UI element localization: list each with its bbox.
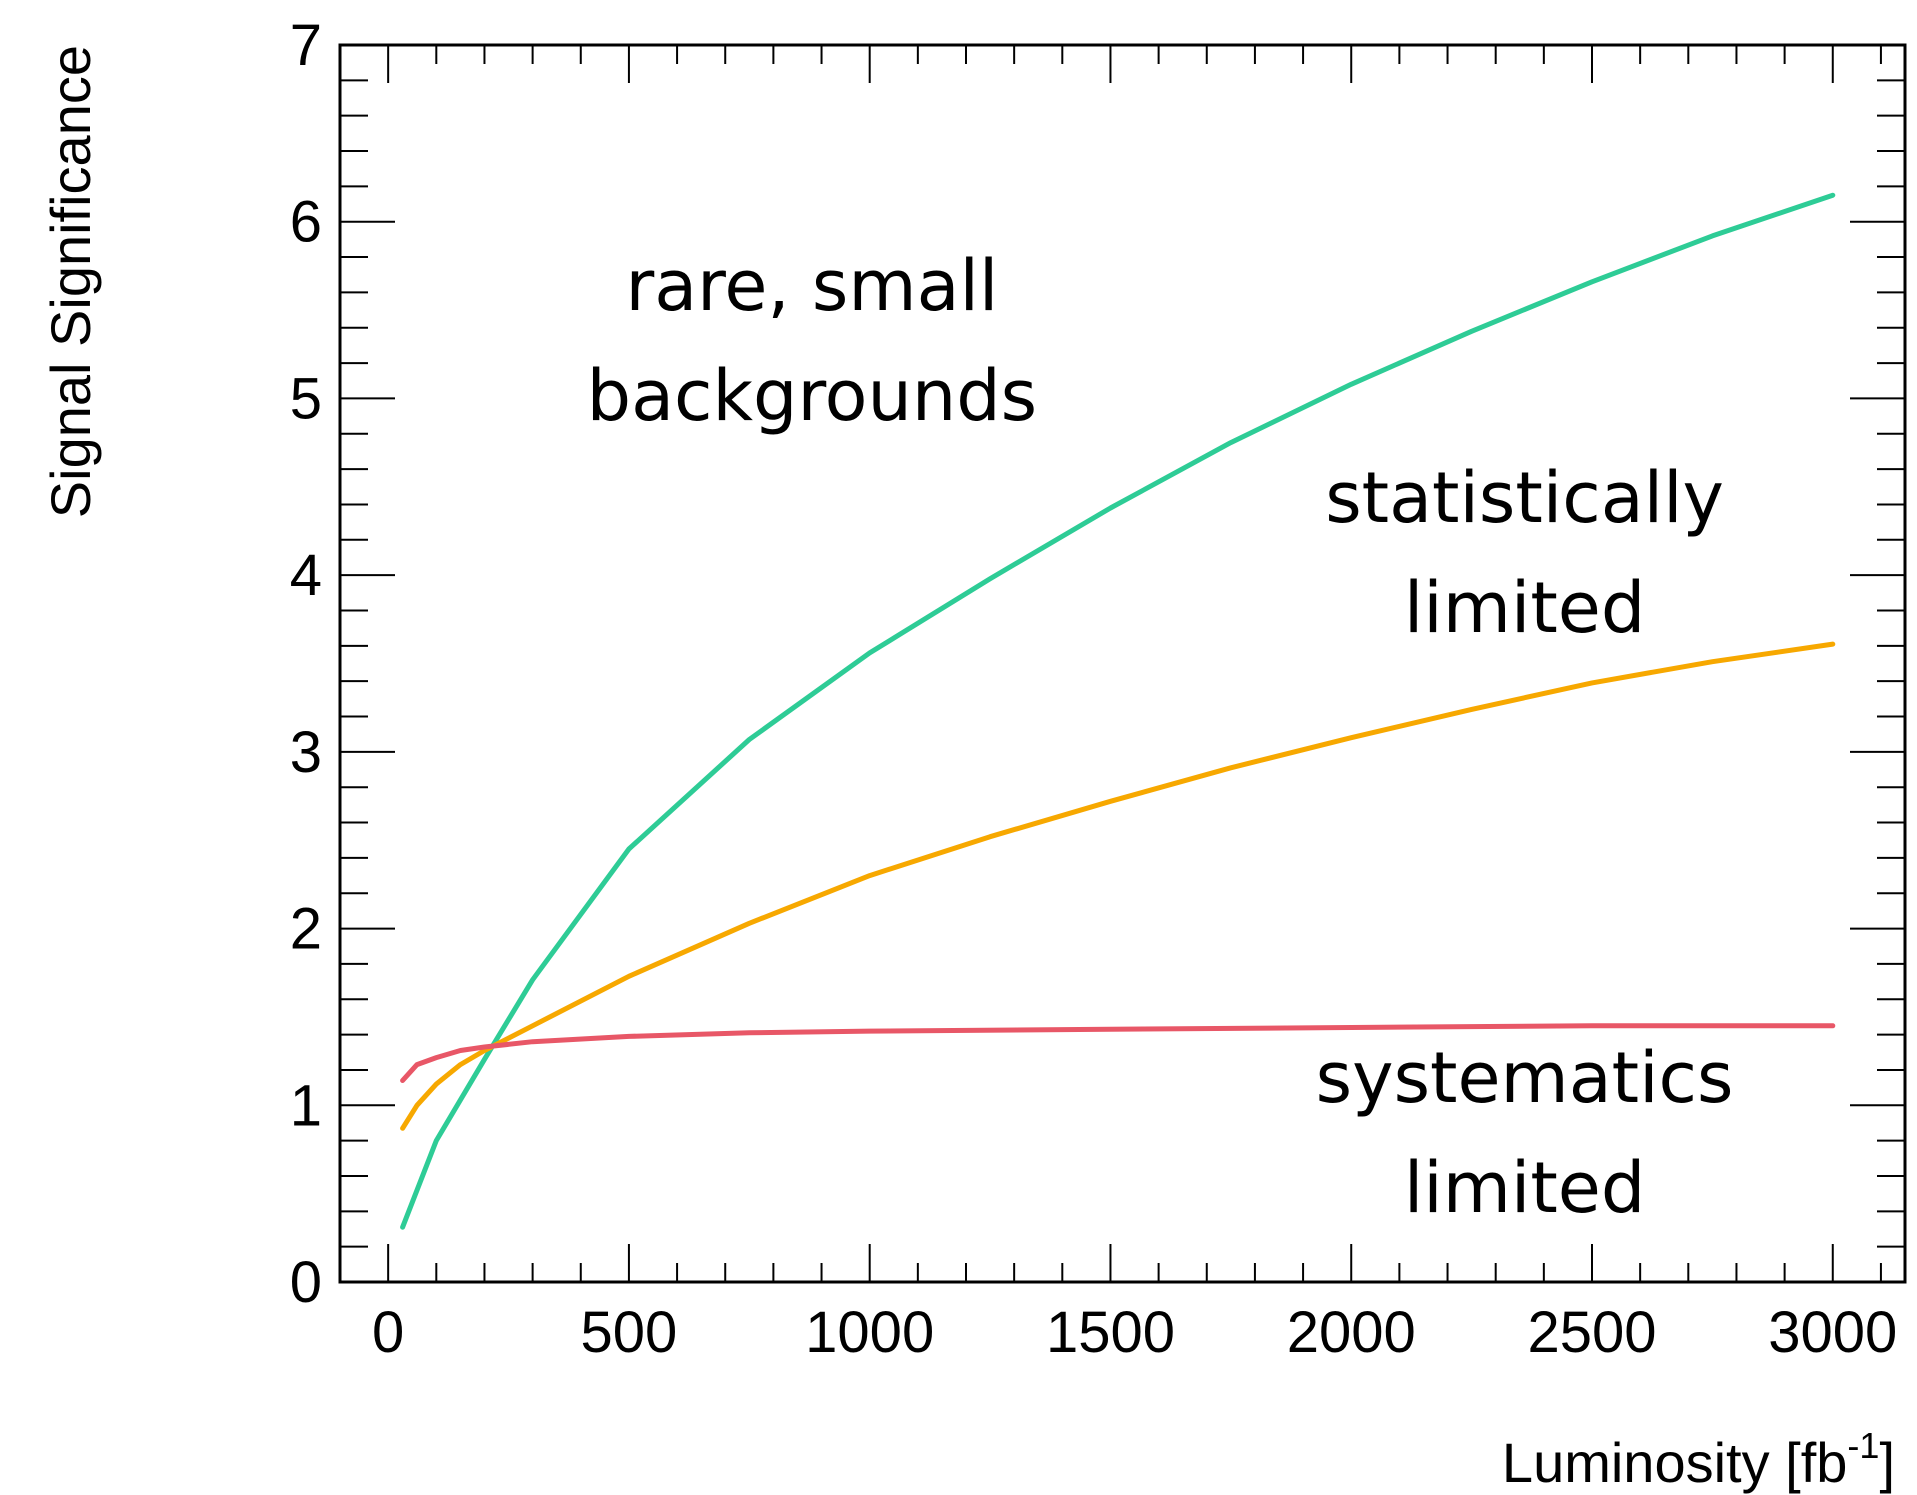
annotation-3-line-1: systematics <box>1316 1037 1734 1119</box>
x-tick-label: 3000 <box>1768 1300 1897 1365</box>
y-tick-label: 1 <box>290 1073 322 1138</box>
annotation-1-line-1: rare, small <box>625 245 998 327</box>
plot-frame <box>338 43 1907 1284</box>
y-tick-label: 6 <box>290 190 322 255</box>
series-line-1 <box>400 192 1836 1230</box>
axis-ticks <box>339 44 1905 1283</box>
y-tick-label: 5 <box>290 366 322 431</box>
annotations: rare, small backgrounds statistically limit… <box>587 245 1734 1229</box>
annotation-2-line-2: limited <box>1404 567 1645 649</box>
y-tick-label: 7 <box>290 13 322 78</box>
tick-labels: 0 500 1000 1500 2000 2500 3000 0 1 2 3 4 5 6 7 <box>290 13 1898 1365</box>
x-tick-label: 0 <box>372 1300 404 1365</box>
x-tick-label: 500 <box>581 1300 678 1365</box>
y-tick-label: 0 <box>290 1250 322 1315</box>
y-tick-label: 3 <box>290 720 322 785</box>
annotation-2-line-1: statistically <box>1325 457 1724 539</box>
y-tick-label: 4 <box>290 543 322 608</box>
y-axis-title: Signal Significance <box>39 45 102 518</box>
series-line-3 <box>400 1023 1836 1083</box>
x-axis-title-main: Luminosity [fb <box>1502 1431 1848 1494</box>
x-tick-label: 2500 <box>1527 1300 1656 1365</box>
x-tick-label: 1500 <box>1046 1300 1175 1365</box>
x-axis-title-superscript: -1 <box>1847 1425 1879 1466</box>
x-tick-label: 1000 <box>805 1300 934 1365</box>
x-axis-title-close: ] <box>1879 1431 1895 1494</box>
y-tick-label: 2 <box>290 897 322 962</box>
x-axis-title: Luminosity [fb-1] <box>1502 1425 1895 1494</box>
series-line-2 <box>400 641 1836 1131</box>
annotation-1-line-2: backgrounds <box>587 355 1038 437</box>
plot-area-border <box>338 43 1907 1284</box>
series-lines <box>400 192 1836 1230</box>
x-tick-label: 2000 <box>1287 1300 1416 1365</box>
annotation-3-line-2: limited <box>1404 1147 1645 1229</box>
